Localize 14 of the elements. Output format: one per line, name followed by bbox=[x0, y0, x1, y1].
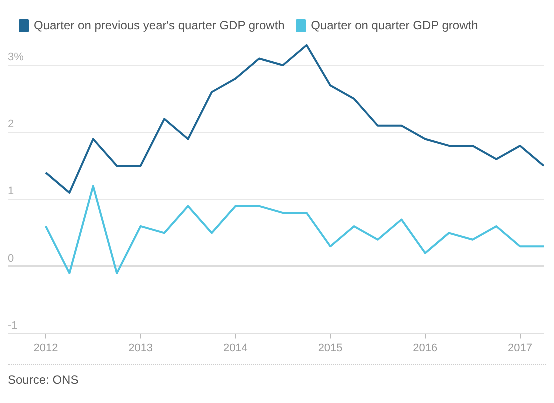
x-tick-label: 2014 bbox=[223, 342, 248, 354]
y-tick-label: 0 bbox=[8, 252, 14, 265]
x-tick-label: 2012 bbox=[34, 342, 58, 354]
y-tick-label: 2 bbox=[8, 118, 14, 131]
x-tick-label: 2013 bbox=[128, 342, 154, 354]
x-tick-label: 2016 bbox=[413, 342, 438, 354]
legend-label: Quarter on quarter GDP growth bbox=[311, 18, 478, 32]
x-tick-label: 2015 bbox=[318, 342, 343, 354]
x-tick-label: 2017 bbox=[508, 342, 533, 354]
source-note: Source: ONS bbox=[8, 373, 80, 387]
legend-label: Quarter on previous year's quarter GDP growth bbox=[34, 18, 285, 32]
y-tick-label: -1 bbox=[8, 320, 18, 332]
y-tick-label: 3% bbox=[8, 52, 24, 64]
y-tick-label: 1 bbox=[8, 186, 14, 198]
